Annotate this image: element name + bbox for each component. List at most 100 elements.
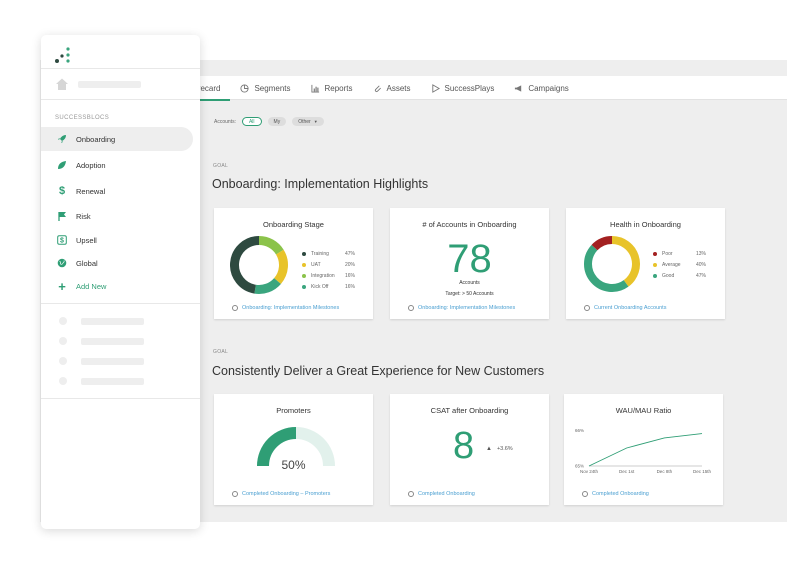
csat-card[interactable]: CSAT after Onboarding 8 ▲ +3.6% Complete… — [390, 394, 549, 505]
health-legend: Poor 13% Average 40% Good 47% — [653, 248, 710, 281]
sidebar-item-global[interactable]: Global — [41, 251, 193, 275]
tab-label: SuccessPlays — [444, 83, 495, 93]
legend-dot — [302, 262, 306, 267]
card-footer-link[interactable]: Completed Onboarding — [582, 491, 649, 497]
footer-label: Onboarding: Implementation Milestones — [418, 305, 516, 311]
triangle-up-icon: ▲ — [486, 446, 492, 452]
section-title: Consistently Deliver a Great Experience … — [212, 364, 545, 378]
health-in-onboarding-card[interactable]: Health in Onboarding Poor 13% Average 40% … — [566, 208, 725, 319]
promoters-gauge — [257, 427, 335, 467]
sidebar-item-add-new[interactable]: + Add New — [41, 274, 193, 298]
filter-my[interactable]: My — [267, 117, 287, 126]
legend-value: 47% — [696, 272, 707, 279]
legend-item: UAT 20% — [302, 259, 359, 270]
accounts-unit: Accounts — [459, 280, 480, 286]
legend-item: Average 40% — [653, 259, 710, 270]
legend-label: UAT — [311, 261, 321, 268]
sidebar-item-label: Onboarding — [76, 134, 116, 144]
legend-item: Kick Off 16% — [302, 281, 359, 292]
gauge-fill — [257, 427, 297, 467]
card-footer-link[interactable]: Onboarding: Implementation Milestones — [408, 305, 515, 311]
tab-label: Segments — [254, 83, 291, 93]
divider — [41, 398, 200, 399]
legend-label: Average — [662, 261, 681, 268]
accounts-in-onboarding-card[interactable]: # of Accounts in Onboarding 78 Accounts … — [390, 208, 549, 319]
donut-slice-average — [611, 236, 640, 287]
report-icon — [584, 305, 590, 311]
sidebar-item-label: Add New — [76, 281, 107, 291]
dollar-box-icon: $ — [57, 235, 67, 245]
x-tick-label: Nov 24th — [580, 469, 599, 474]
flag-icon — [57, 211, 67, 221]
svg-text:$: $ — [60, 238, 64, 245]
legend-label: Good — [662, 272, 675, 279]
donut-slice-good — [584, 244, 629, 292]
bar-chart-icon — [310, 84, 320, 93]
tab-segments[interactable]: Segments — [230, 76, 300, 100]
legend-label: Kick Off — [311, 283, 329, 290]
report-icon — [232, 305, 238, 311]
megaphone-icon — [514, 84, 523, 93]
sidebar-item-upsell[interactable]: $ Upsell — [41, 228, 193, 252]
card-title: # of Accounts in Onboarding — [422, 220, 517, 229]
tab-reports[interactable]: Reports — [301, 76, 363, 100]
filter-label: Accounts: — [214, 118, 236, 125]
sidebar: SUCCESSBLOCS Onboarding Adoption $ Renew… — [41, 35, 200, 529]
accounts-filter: Accounts: All My Other ▼ — [214, 117, 324, 126]
sidebar-item-renewal[interactable]: $ Renewal — [41, 179, 193, 203]
tab-successplays[interactable]: SuccessPlays — [421, 76, 505, 100]
donut-slice-training — [230, 236, 260, 294]
filter-all[interactable]: All — [241, 117, 262, 126]
wau-mau-line-chart: 66% 65%Nov 24th Dec 1st Dec 8th Dec 15th — [575, 428, 712, 474]
card-footer-link[interactable]: Completed Onboarding – Promoters — [232, 491, 330, 497]
promoters-card[interactable]: Promoters 50% Completed Onboarding – Pro… — [214, 394, 373, 505]
legend-dot — [653, 262, 657, 267]
accounts-count: 78 — [447, 237, 492, 281]
footer-label: Onboarding: Implementation Milestones — [242, 305, 340, 311]
home-icon[interactable] — [55, 77, 69, 91]
chevron-down-icon: ▼ — [313, 119, 318, 124]
sidebar-item-risk[interactable]: Risk — [41, 204, 193, 228]
filter-other[interactable]: Other ▼ — [292, 117, 324, 126]
card-title: WAU/MAU Ratio — [615, 406, 672, 415]
series-line — [588, 433, 703, 467]
sidebar-item-onboarding[interactable]: Onboarding — [41, 127, 193, 151]
card-footer-link[interactable]: Onboarding: Implementation Milestones — [232, 305, 339, 311]
plus-icon: + — [58, 278, 66, 294]
sidebar-item-adoption[interactable]: Adoption — [41, 153, 193, 177]
donut-slice-poor — [591, 236, 613, 251]
health-donut — [584, 236, 640, 292]
card-title: CSAT after Onboarding — [430, 406, 509, 415]
tab-campaigns[interactable]: Campaigns — [504, 76, 578, 100]
footer-label: Completed Onboarding – Promoters — [242, 491, 331, 497]
promoters-value: 50% — [281, 458, 306, 472]
legend-label: Poor — [662, 250, 673, 257]
card-footer-link[interactable]: Current Onboarding Accounts — [584, 305, 666, 311]
legend-value: 40% — [696, 261, 707, 268]
top-nav: Scorecard Segments Reports Assets Succes… — [160, 76, 787, 101]
card-footer-link[interactable]: Completed Onboarding — [408, 491, 475, 497]
rocket-icon — [57, 134, 67, 144]
legend-value: 47% — [345, 250, 356, 257]
legend-item: Poor 13% — [653, 248, 710, 259]
sidebar-item-label: Global — [76, 258, 98, 268]
sidebar-item-label: Risk — [76, 211, 91, 221]
placeholder-dot — [59, 377, 67, 385]
csat-value: 8 — [453, 425, 475, 467]
legend-item: Integration 16% — [302, 270, 359, 281]
legend-value: 16% — [345, 283, 356, 290]
report-icon — [232, 491, 238, 497]
placeholder-dot — [59, 317, 67, 325]
placeholder-dot — [59, 357, 67, 365]
divider — [41, 68, 200, 69]
legend-label: Integration — [311, 272, 335, 279]
onboarding-stage-card[interactable]: Onboarding Stage Training 47% UAT 20% Inte… — [214, 208, 373, 319]
divider — [41, 303, 200, 304]
wau-mau-card[interactable]: WAU/MAU Ratio 66% 65% Nov 24th Dec 1st Dec 8… — [564, 394, 723, 505]
legend-value: 16% — [345, 272, 356, 279]
placeholder-bar — [81, 318, 144, 325]
onboarding-stage-donut — [230, 236, 288, 294]
tab-assets[interactable]: Assets — [363, 76, 421, 100]
placeholder-dot — [59, 337, 67, 345]
stage-legend: Training 47% UAT 20% Integration 16% Kick O… — [302, 248, 359, 292]
